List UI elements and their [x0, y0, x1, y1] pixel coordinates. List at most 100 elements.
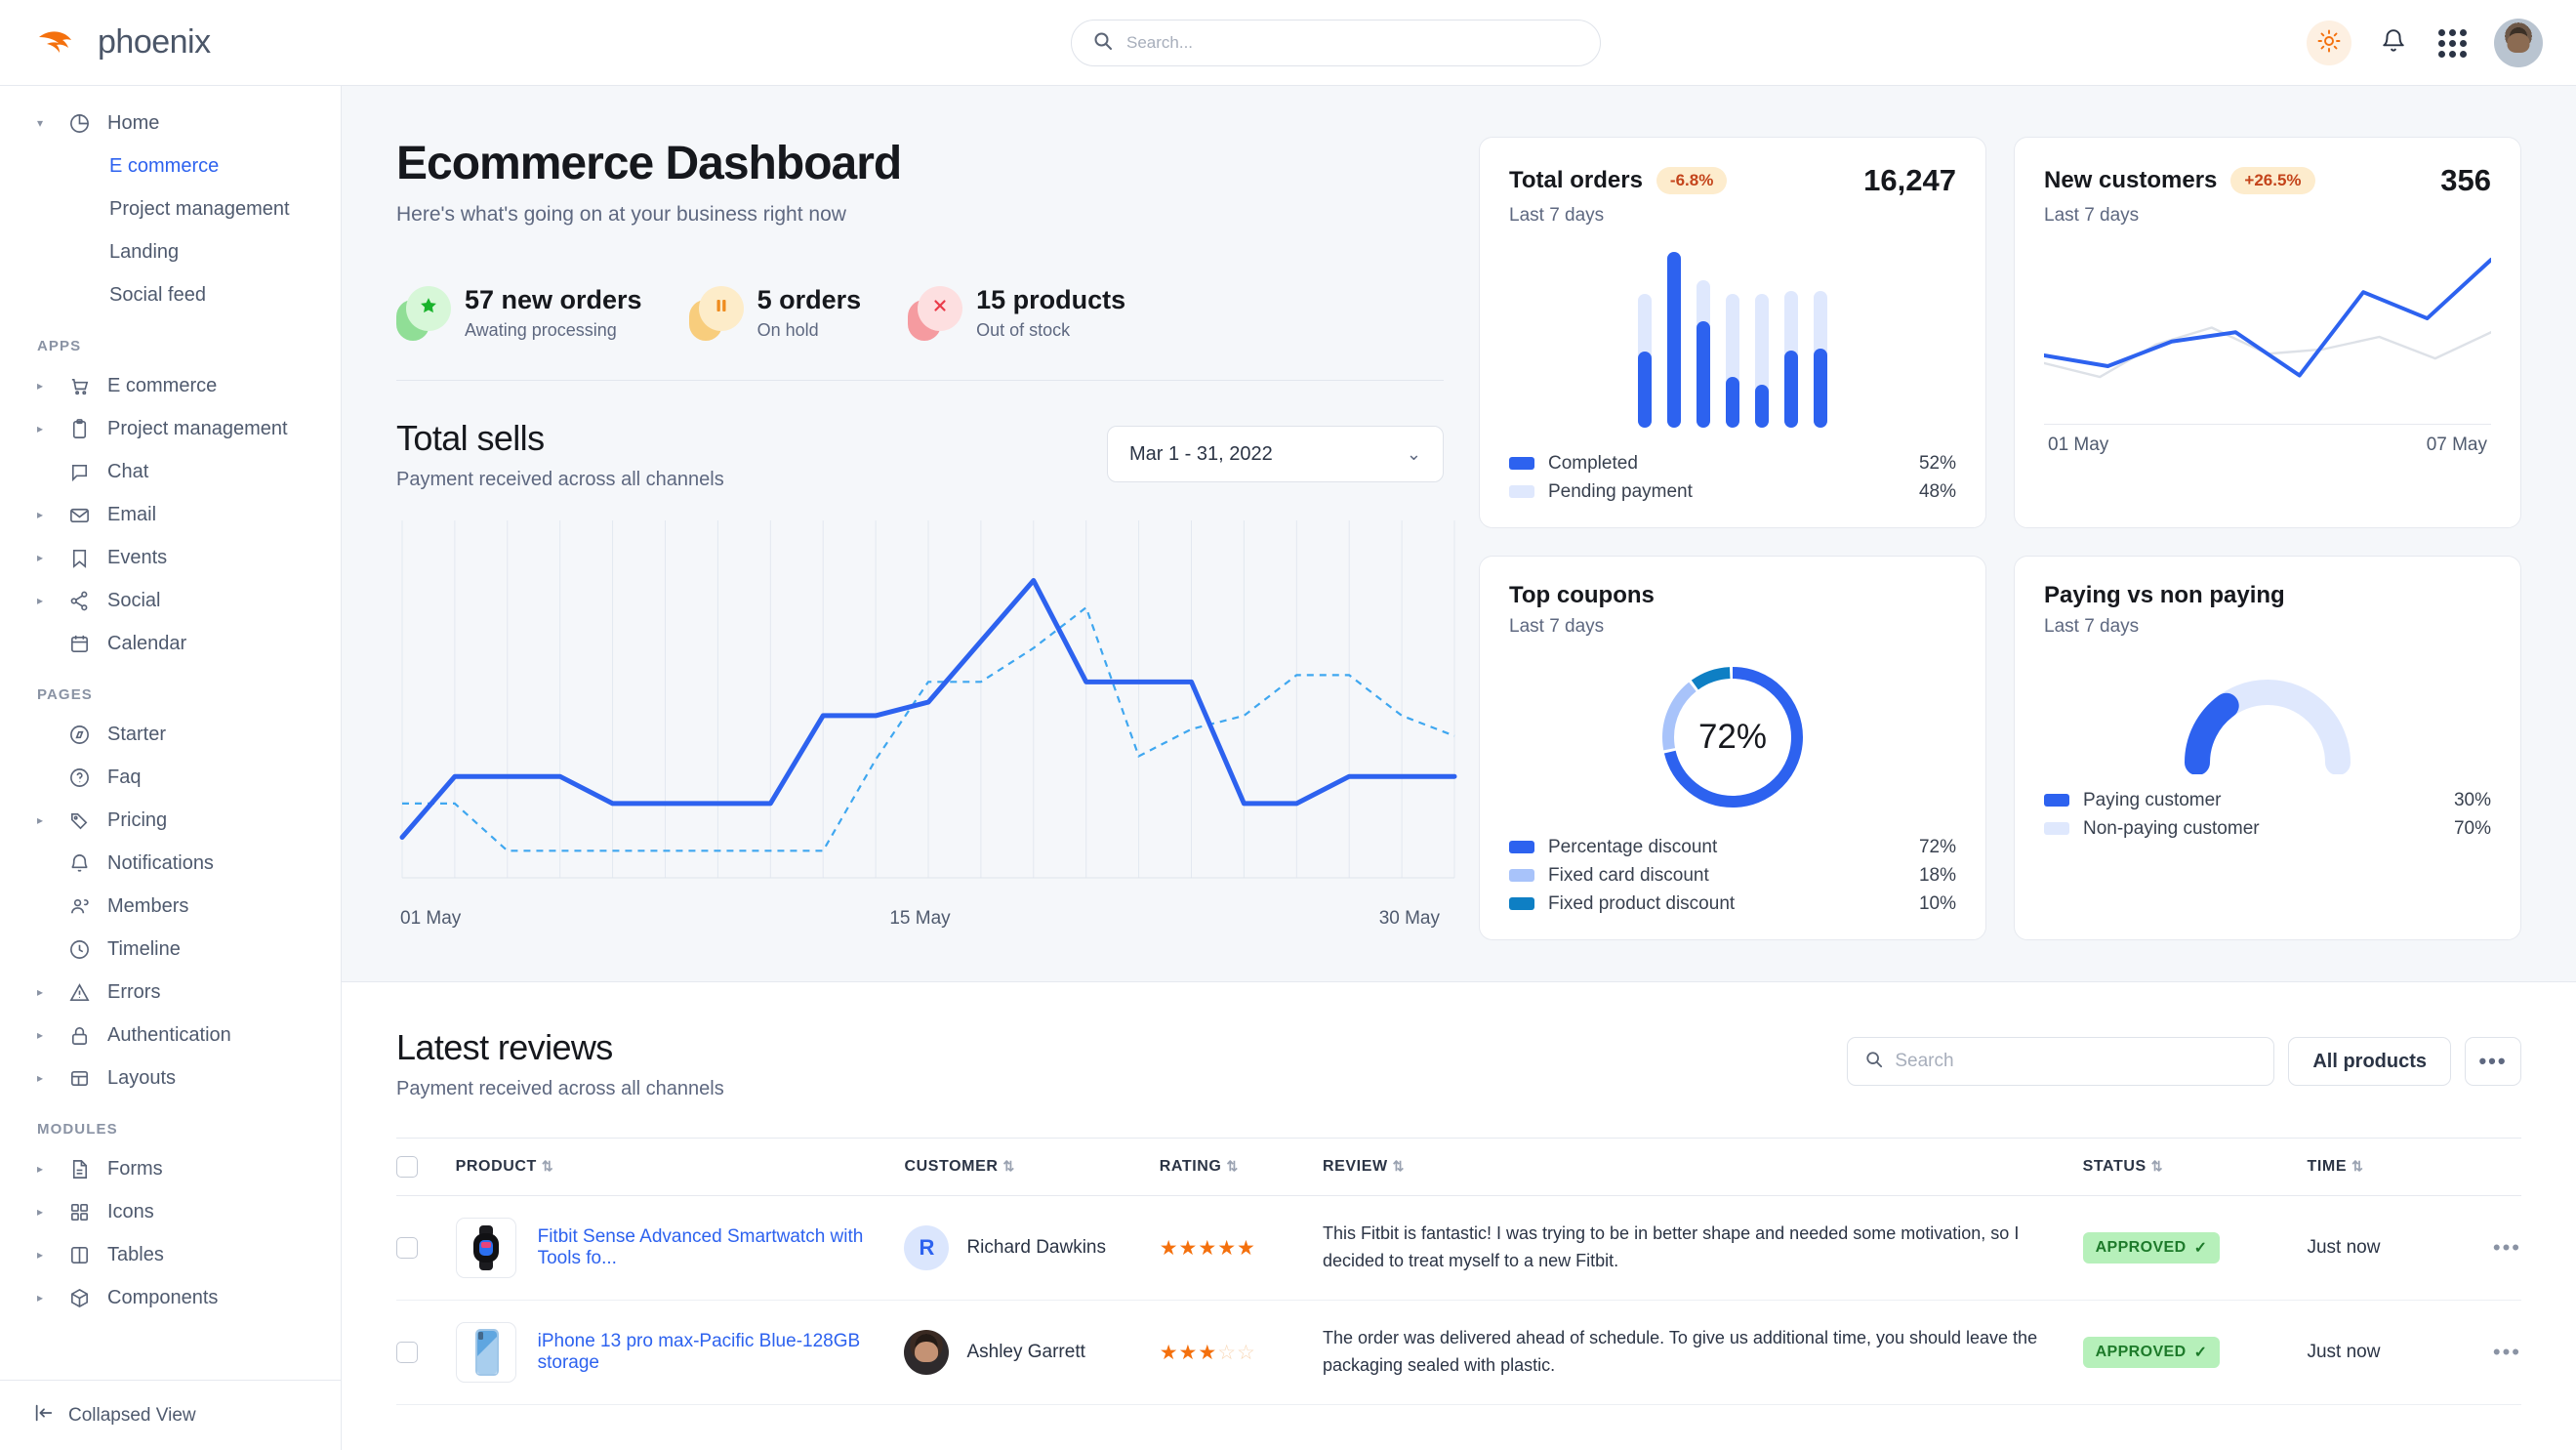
latest-reviews-section: Latest reviews Payment received across a… [342, 981, 2576, 1450]
sidebar-item-label: Email [107, 503, 157, 525]
sidebar-item-members[interactable]: Members [0, 885, 341, 928]
collapse-view-button[interactable]: Collapsed View [0, 1380, 341, 1450]
time-cell: Just now [2307, 1195, 2461, 1301]
sidebar-item-landing[interactable]: Landing [0, 230, 341, 273]
sidebar-item-authentication[interactable]: Authentication [0, 1014, 341, 1056]
sidebar-section-apps-title: APPS [37, 338, 82, 354]
sidebar-item-apps-social[interactable]: Social [0, 579, 341, 622]
reviews-more-button[interactable]: ••• [2465, 1037, 2521, 1086]
column-time[interactable]: TIME ⇅ [2307, 1138, 2461, 1196]
notifications-button[interactable] [2377, 26, 2410, 60]
kpi-badge [908, 285, 963, 341]
row-actions-button[interactable]: ••• [2460, 1195, 2521, 1301]
sidebar-item-apps-calendar[interactable]: Calendar [0, 622, 341, 665]
table-row[interactable]: iPhone 13 pro max-Pacific Blue-128GB sto… [396, 1300, 2521, 1405]
chevron-right-icon [37, 380, 51, 392]
chevron-right-icon [37, 986, 51, 998]
reviews-table: PRODUCT ⇅ CUSTOMER ⇅ RATING ⇅ REVIEW ⇅ STATU… [396, 1138, 2521, 1405]
sidebar-item-e-commerce[interactable]: E commerce [0, 145, 341, 187]
sidebar-item-project-management[interactable]: Project management [0, 187, 341, 230]
column-rating[interactable]: RATING ⇅ [1159, 1138, 1323, 1196]
column-status[interactable]: STATUS ⇅ [2082, 1138, 2308, 1196]
select-all-header[interactable] [396, 1138, 456, 1196]
sidebar-item-social-feed[interactable]: Social feed [0, 273, 341, 316]
card-title: Total orders [1509, 167, 1643, 193]
sidebar-item-timeline[interactable]: Timeline [0, 928, 341, 971]
all-products-button[interactable]: All products [2288, 1037, 2451, 1086]
sidebar-item-label: Timeline [107, 937, 181, 960]
row-checkbox[interactable] [396, 1342, 418, 1363]
global-search[interactable] [1071, 20, 1601, 66]
column-review[interactable]: REVIEW ⇅ [1322, 1138, 2083, 1196]
search-icon [1093, 31, 1113, 56]
sidebar-item-faq[interactable]: Faq [0, 756, 341, 799]
sidebar-item-label: Project management [109, 197, 290, 220]
legend-value: 52% [1918, 452, 1956, 474]
sidebar-item-home[interactable]: Home [0, 102, 341, 145]
donut-svg [1662, 667, 1803, 808]
gauge-wrap [2044, 667, 2491, 774]
theme-toggle-button[interactable] [2307, 21, 2351, 65]
bookmark-icon [64, 547, 94, 569]
row-select-cell[interactable] [396, 1195, 456, 1301]
sidebar-item-apps-project-management[interactable]: Project management [0, 407, 341, 450]
sidebar-item-label: Events [107, 546, 168, 568]
sort-icon: ⇅ [1002, 1158, 1015, 1174]
sidebar-item-apps-chat[interactable]: Chat [0, 450, 341, 493]
kpi-caption: Awating processing [465, 320, 617, 340]
chevron-right-icon [37, 1163, 51, 1175]
sidebar-item-forms[interactable]: Forms [0, 1147, 341, 1190]
reviews-search[interactable] [1847, 1037, 2275, 1086]
sidebar-item-starter[interactable]: Starter [0, 713, 341, 756]
kpi-caption: Out of stock [976, 320, 1071, 340]
sidebar-item-layouts[interactable]: Layouts [0, 1056, 341, 1099]
row-select-cell[interactable] [396, 1300, 456, 1405]
row-checkbox[interactable] [396, 1237, 418, 1259]
kpi-out-of-stock: 15 products Out of stock [908, 285, 1125, 341]
column-customer[interactable]: CUSTOMER ⇅ [904, 1138, 1160, 1196]
calendar-icon [64, 633, 94, 655]
sidebar-item-label: Calendar [107, 632, 187, 654]
legend-item: Fixed product discount 10% [1509, 890, 1956, 918]
chevron-right-icon [37, 1292, 51, 1304]
select-all-checkbox[interactable] [396, 1156, 418, 1178]
global-search-input[interactable] [1126, 33, 1578, 53]
legend-item: Completed 52% [1509, 449, 1956, 477]
sidebar-item-icons[interactable]: Icons [0, 1190, 341, 1233]
table-row[interactable]: Fitbit Sense Advanced Smartwatch with To… [396, 1195, 2521, 1301]
column-product[interactable]: PRODUCT ⇅ [455, 1138, 905, 1196]
sidebar-item-apps-events[interactable]: Events [0, 536, 341, 579]
sidebar-item-pricing[interactable]: Pricing [0, 799, 341, 842]
rating-cell: ★★★☆☆ [1159, 1300, 1323, 1405]
sidebar-item-label: Members [107, 894, 189, 917]
product-link[interactable]: Fitbit Sense Advanced Smartwatch with To… [537, 1226, 864, 1268]
lock-icon [64, 1024, 94, 1047]
sidebar-item-apps-ecommerce[interactable]: E commerce [0, 364, 341, 407]
user-avatar[interactable] [2494, 19, 2543, 67]
card-title: Paying vs non paying [2044, 582, 2285, 608]
check-icon: ✓ [2193, 1240, 2208, 1257]
product-link[interactable]: iPhone 13 pro max-Pacific Blue-128GB sto… [537, 1331, 861, 1373]
sidebar-item-apps-email[interactable]: Email [0, 493, 341, 536]
brand[interactable]: phoenix [0, 23, 342, 62]
sidebar-item-label: Project management [107, 417, 288, 439]
close-x-icon [931, 297, 949, 319]
legend-swatch [1509, 841, 1534, 853]
total-sells-axis: 01 May 15 May 30 May [396, 908, 1444, 930]
card-header: Total orders -6.8% 16,247 [1509, 163, 1956, 198]
chevron-right-icon [37, 814, 51, 826]
legend-swatch [1509, 457, 1534, 470]
sidebar-item-errors[interactable]: Errors [0, 971, 341, 1014]
reviews-search-input[interactable] [1895, 1051, 2257, 1072]
apps-button[interactable] [2435, 26, 2469, 60]
sort-icon: ⇅ [2150, 1158, 2164, 1174]
sidebar-item-tables[interactable]: Tables [0, 1233, 341, 1276]
legend-value: 72% [1918, 836, 1956, 857]
date-range-select[interactable]: Mar 1 - 31, 2022 ⌄ [1107, 426, 1444, 482]
sidebar-item-components[interactable]: Components [0, 1276, 341, 1319]
status-label: APPROVED [2095, 1344, 2187, 1360]
sidebar-item-notifications[interactable]: Notifications [0, 842, 341, 885]
total-sells-subtitle: Payment received across all channels [396, 469, 724, 490]
card-paying-vs-non-paying: Paying vs non paying Last 7 days Paying … [2014, 556, 2521, 940]
row-actions-button[interactable]: ••• [2460, 1300, 2521, 1405]
